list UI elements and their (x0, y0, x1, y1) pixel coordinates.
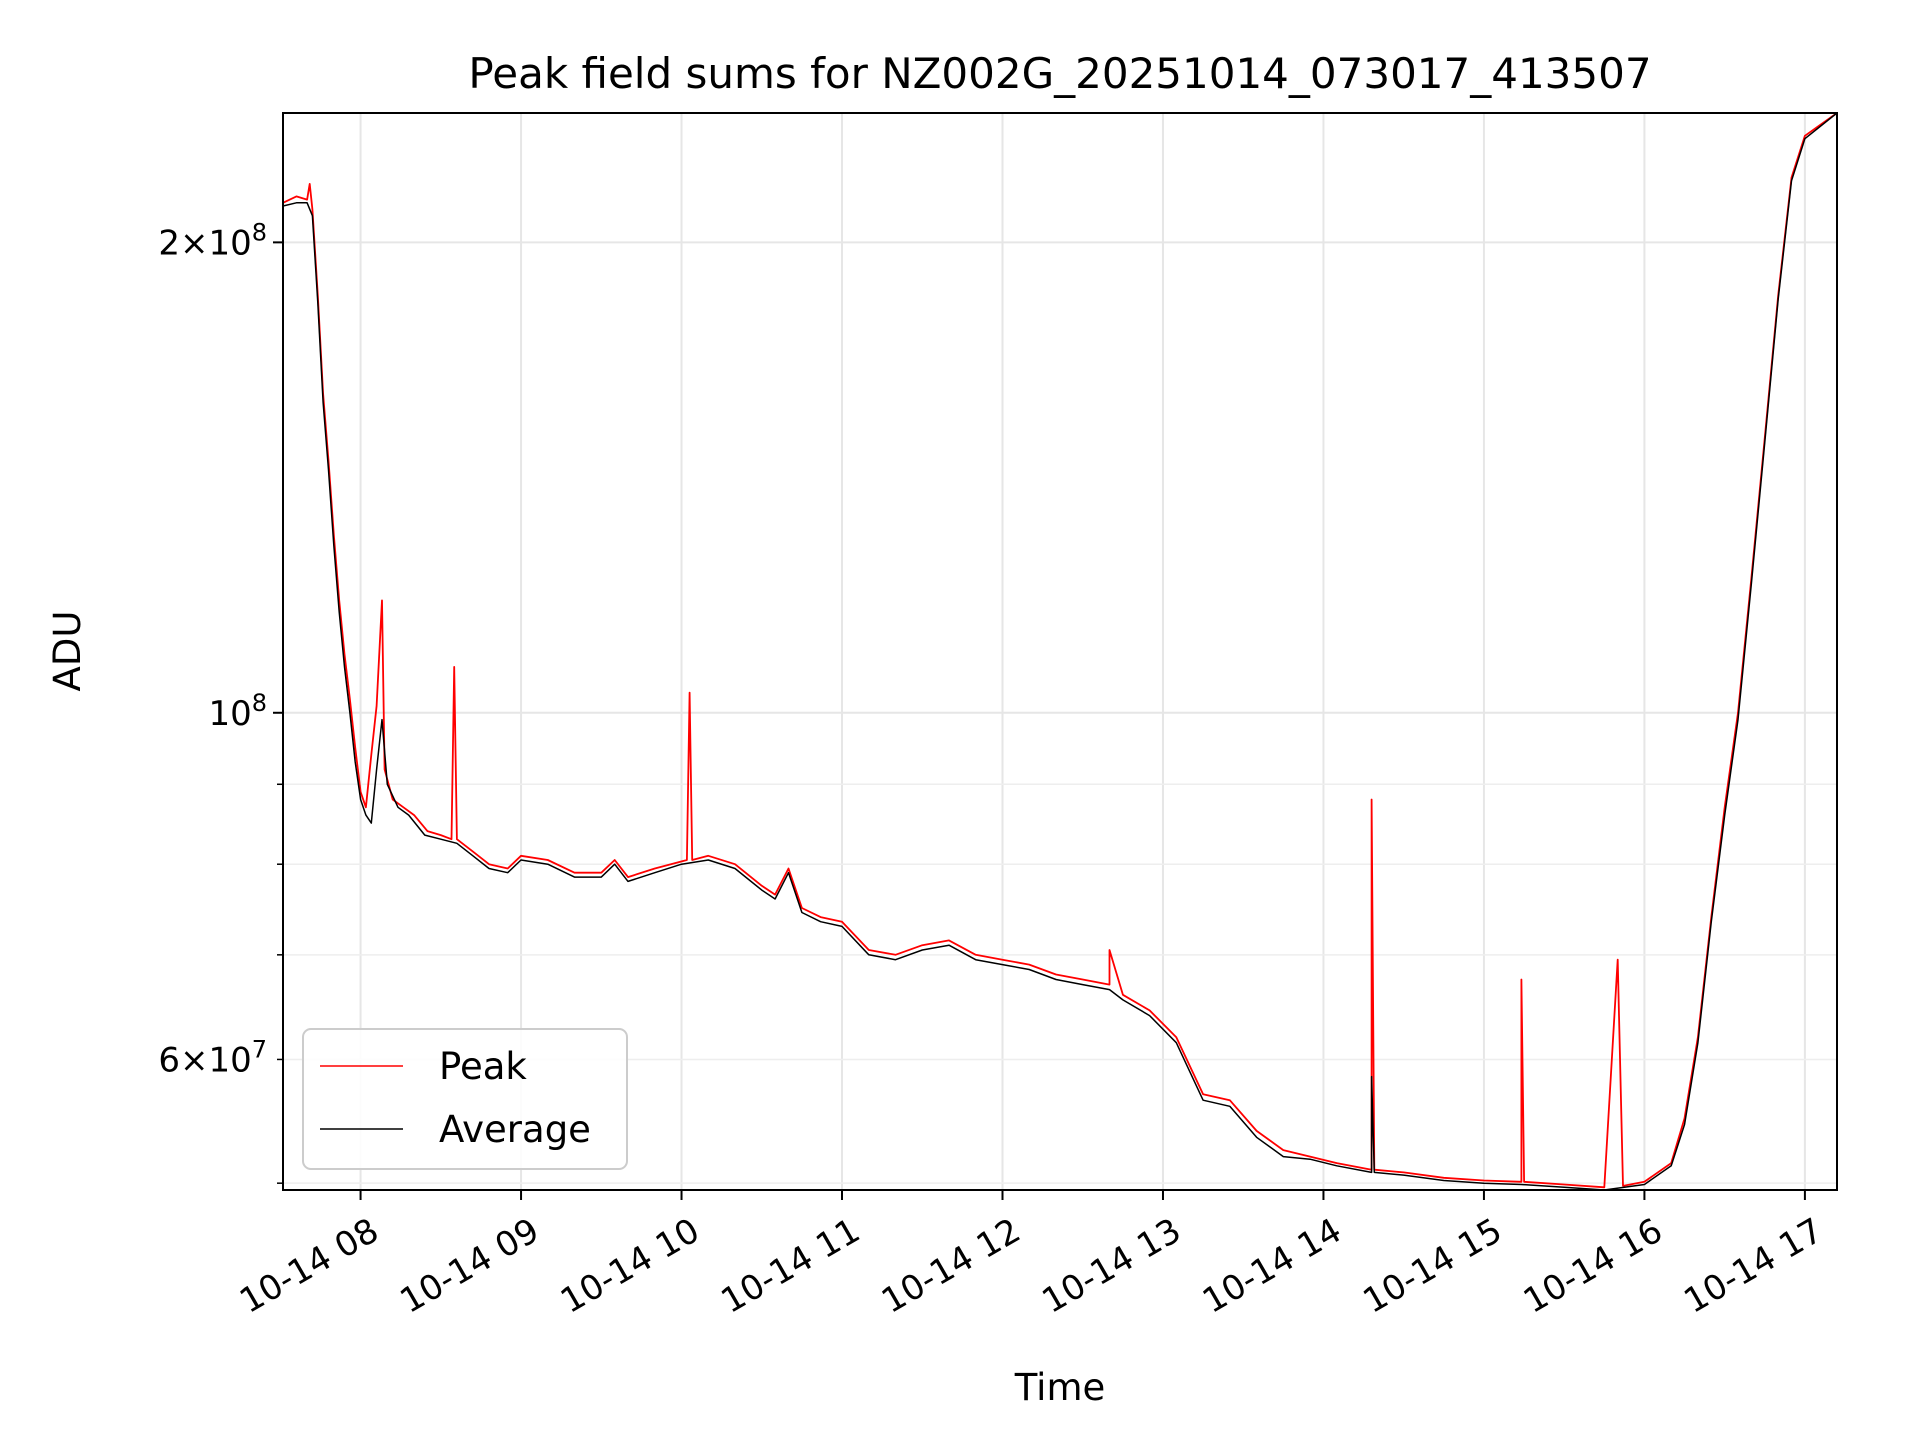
legend-box (302, 1028, 628, 1170)
chart-title: Peak field sums for NZ002G_20251014_0730… (468, 49, 1651, 98)
y-tick-label: 108 (208, 689, 267, 734)
x-axis-label: Time (1014, 1366, 1106, 1409)
series-layer (282, 112, 1838, 1191)
legend: Peak Average (302, 1028, 628, 1170)
series-line-peak (282, 112, 1838, 1189)
legend-label-peak: Peak (439, 1045, 527, 1088)
y-tick-label: 6×107 (158, 1035, 267, 1080)
plot-area-frame (282, 112, 1838, 1191)
y-tick-label: 2×108 (158, 218, 267, 263)
legend-label-average: Average (439, 1108, 591, 1151)
y-axis-label: ADU (46, 611, 89, 692)
grid-lines (283, 113, 1837, 1190)
series-line-average (282, 112, 1838, 1191)
